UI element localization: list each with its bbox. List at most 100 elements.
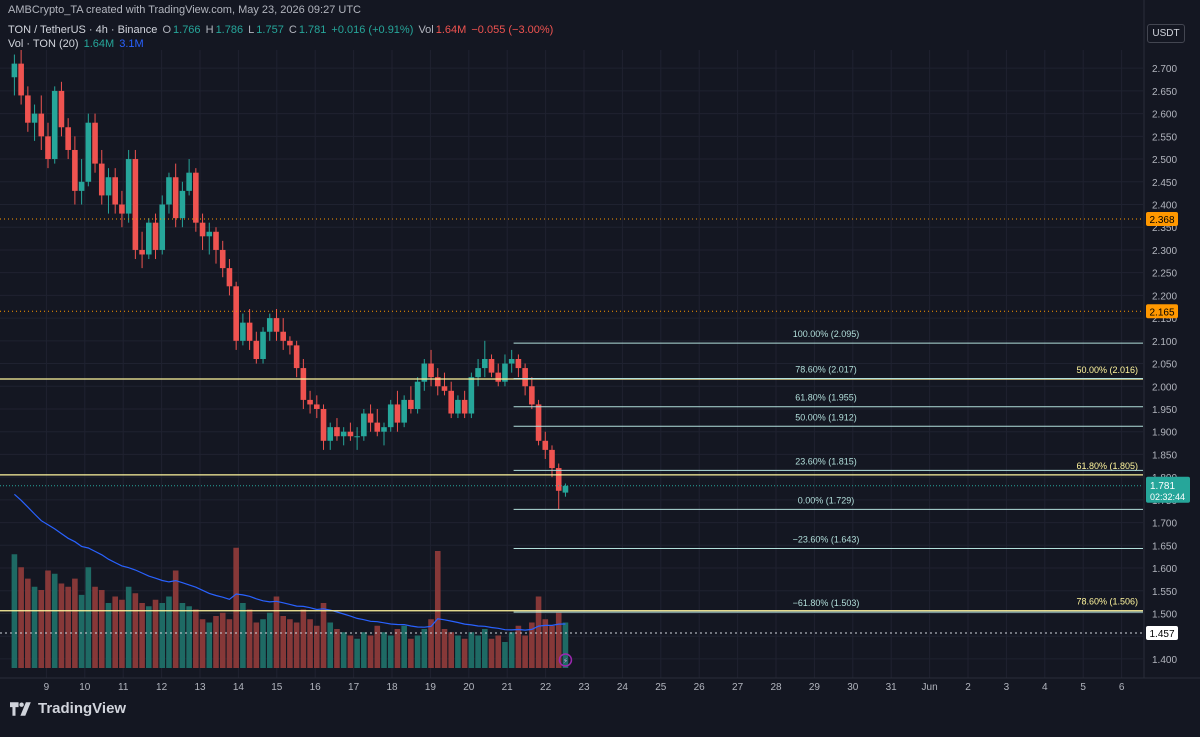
x-tick-label: 16: [310, 682, 322, 693]
open-value: 1.766: [173, 24, 201, 36]
candle-body: [401, 399, 407, 423]
last-price-tag: [1146, 476, 1190, 503]
candle-body: [280, 331, 286, 341]
volume-bar: [434, 551, 441, 668]
y-tick-label: 2.650: [1152, 87, 1177, 98]
candle-body: [354, 436, 360, 438]
volume-bar: [502, 642, 508, 668]
tradingview-logo[interactable]: TradingView: [10, 700, 126, 717]
volume-bar: [334, 629, 340, 668]
volume-bar: [408, 638, 414, 668]
candle-body: [206, 231, 213, 237]
volume-bar: [522, 635, 528, 668]
candle-body: [394, 404, 401, 423]
volume-bar: [226, 619, 233, 668]
x-tick-label: 29: [809, 682, 821, 693]
y-tick-label: 1.900: [1152, 428, 1177, 439]
candle-body: [408, 399, 414, 409]
close-label: C: [288, 24, 297, 36]
candle-body: [219, 249, 226, 269]
x-tick-label: 14: [233, 682, 245, 693]
volume-bar: [78, 594, 85, 668]
volume-bar: [482, 629, 488, 668]
volume-bar: [461, 638, 468, 668]
volume-bar: [119, 599, 125, 668]
volume-bar: [448, 632, 454, 668]
candle-body: [515, 359, 522, 369]
candle-body: [549, 449, 555, 469]
x-tick-label: 13: [194, 682, 206, 693]
volume-indicator-legend[interactable]: Vol · TON (20) 1.64M 3.1M: [8, 38, 146, 50]
resistance-price-tag: [1146, 304, 1178, 319]
volume-bar: [401, 625, 407, 668]
candle-body: [455, 399, 461, 414]
volume-bar: [475, 635, 481, 668]
y-tick-label: 2.350: [1152, 223, 1177, 234]
symbol-title[interactable]: TON / TetherUS · 4h · Binance: [8, 24, 158, 36]
y-tick-label: 1.700: [1152, 519, 1177, 530]
candle-body: [381, 427, 387, 432]
resistance-price-label: 2.368: [1149, 215, 1174, 226]
candle-body: [266, 318, 273, 332]
tradingview-logo-icon: [10, 701, 31, 716]
volume-bar: [45, 570, 51, 668]
candle-body: [475, 368, 481, 378]
volume-bar: [555, 612, 562, 668]
y-tick-label: 2.700: [1152, 64, 1177, 75]
volume-indicator-title: Vol · TON (20): [8, 38, 79, 50]
volume-bar: [314, 625, 320, 668]
x-tick-label: 3: [1004, 682, 1010, 693]
x-tick-label: 22: [540, 682, 552, 693]
volume-bar: [38, 590, 45, 668]
volume-bar: [441, 629, 448, 668]
y-tick-label: 1.500: [1152, 609, 1177, 620]
candle-body: [213, 231, 219, 250]
candle-body: [45, 136, 51, 160]
candle-body: [240, 322, 246, 341]
candle-body: [172, 177, 179, 219]
candle-body: [300, 368, 307, 400]
fib-extension-label: 50.00% (1.912): [795, 412, 857, 422]
candle-body: [58, 90, 65, 128]
fib-extension-label: −23.60% (1.643): [793, 534, 860, 544]
x-tick-label: 11: [118, 682, 129, 693]
resistance-price-tag: [1146, 212, 1178, 227]
y-tick-label: 2.300: [1152, 246, 1177, 257]
volume-bar: [219, 612, 226, 668]
candle-body: [387, 404, 394, 428]
candle-body: [340, 431, 347, 437]
volume-indicator-value: 1.64M: [83, 38, 115, 50]
y-tick-label: 1.650: [1152, 541, 1177, 552]
volume-bar: [146, 606, 152, 668]
volume-bar: [428, 619, 434, 668]
candle-body: [226, 268, 233, 287]
currency-selector[interactable]: USDT: [1147, 24, 1185, 43]
volume-bar: [58, 583, 65, 668]
x-tick-label: 10: [79, 682, 91, 693]
y-tick-label: 1.600: [1152, 564, 1177, 575]
volume-bar: [246, 609, 253, 668]
x-tick-label: 25: [655, 682, 667, 693]
volume-bar: [166, 596, 172, 668]
y-tick-label: 2.000: [1152, 382, 1177, 393]
x-tick-label: 20: [463, 682, 475, 693]
candle-body: [468, 377, 475, 414]
y-tick-label: 2.500: [1152, 155, 1177, 166]
volume-bar: [199, 619, 206, 668]
volume-bar: [508, 632, 515, 668]
volume-bar: [240, 603, 246, 668]
bar-countdown-label: 02:32:44: [1150, 492, 1185, 502]
candle-body: [555, 468, 562, 491]
candle-body: [522, 368, 528, 387]
volume-bar: [213, 616, 219, 668]
volume-bar: [488, 638, 495, 668]
tradingview-logo-text: TradingView: [38, 700, 127, 717]
volume-bar: [179, 603, 186, 668]
volume-bar: [266, 612, 273, 668]
x-tick-label: 18: [386, 682, 398, 693]
volume-bar: [327, 622, 334, 668]
candle-body: [448, 390, 454, 414]
candle-body: [38, 113, 45, 137]
volume-bar: [535, 596, 542, 668]
